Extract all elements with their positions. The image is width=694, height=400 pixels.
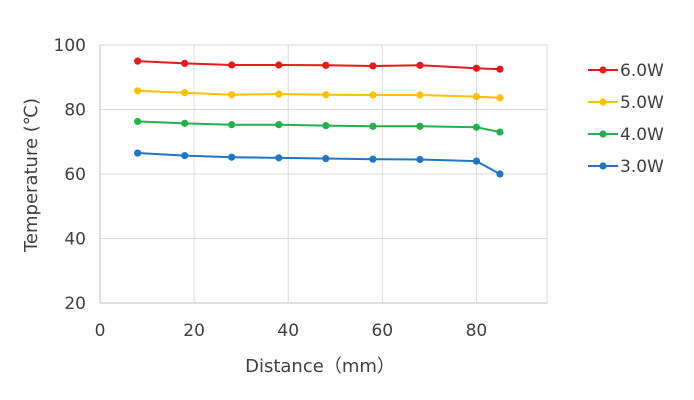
data-point <box>369 155 377 163</box>
data-point <box>322 154 330 163</box>
x-axis-label: Distance（mm） <box>245 356 395 377</box>
data-point <box>369 122 377 130</box>
data-point <box>134 87 142 95</box>
data-point <box>134 57 142 65</box>
data-point <box>181 152 189 160</box>
data-point <box>181 59 189 67</box>
data-point <box>275 61 283 69</box>
data-point <box>228 121 236 129</box>
y-tick-label: 80 <box>64 101 86 121</box>
y-tick-label: 100 <box>54 36 86 56</box>
y-axis-ticks: 20 40 60 80 100 <box>54 36 86 314</box>
x-tick-label: 60 <box>371 321 393 341</box>
data-point <box>416 122 424 130</box>
data-point <box>496 94 504 102</box>
x-tick-label: 40 <box>277 321 299 341</box>
legend: 6.0W 5.0W 4.0W 3.0W <box>588 61 664 177</box>
y-tick-label: 20 <box>64 294 86 314</box>
data-point <box>228 61 236 69</box>
legend-label: 5.0W <box>620 93 664 113</box>
data-point <box>275 121 283 129</box>
legend-marker <box>599 66 607 74</box>
x-tick-label: 80 <box>466 321 488 341</box>
data-point <box>496 170 504 178</box>
x-tick-label: 20 <box>183 321 205 341</box>
data-point <box>181 119 189 127</box>
data-point <box>181 89 189 97</box>
data-point <box>416 155 424 164</box>
x-tick-label: 0 <box>95 321 106 341</box>
y-axis-label: Temperature (℃) <box>21 98 42 253</box>
x-axis-ticks: 0 20 40 60 80 <box>95 321 488 341</box>
data-point <box>134 149 142 157</box>
data-point <box>275 154 283 162</box>
data-point <box>496 65 504 73</box>
data-point <box>472 93 481 101</box>
data-point <box>322 61 330 69</box>
data-point <box>228 153 236 161</box>
data-point <box>322 91 330 99</box>
data-point <box>472 123 481 131</box>
data-point <box>275 90 283 98</box>
legend-label: 4.0W <box>620 125 664 145</box>
axes <box>99 45 547 304</box>
legend-label: 6.0W <box>620 61 664 81</box>
data-point <box>322 122 330 130</box>
legend-marker <box>599 162 607 170</box>
data-point <box>369 62 377 70</box>
legend-label: 3.0W <box>620 157 664 177</box>
legend-marker <box>599 98 607 106</box>
series-lines <box>134 57 504 178</box>
y-tick-label: 60 <box>64 165 86 185</box>
data-point <box>228 91 236 99</box>
data-point <box>472 157 481 165</box>
data-point <box>496 128 504 136</box>
y-tick-label: 40 <box>64 230 86 250</box>
data-point <box>134 117 142 126</box>
data-point <box>472 64 481 72</box>
data-point <box>369 91 377 99</box>
legend-marker <box>599 130 607 138</box>
data-point <box>416 91 424 99</box>
data-point <box>416 61 424 69</box>
